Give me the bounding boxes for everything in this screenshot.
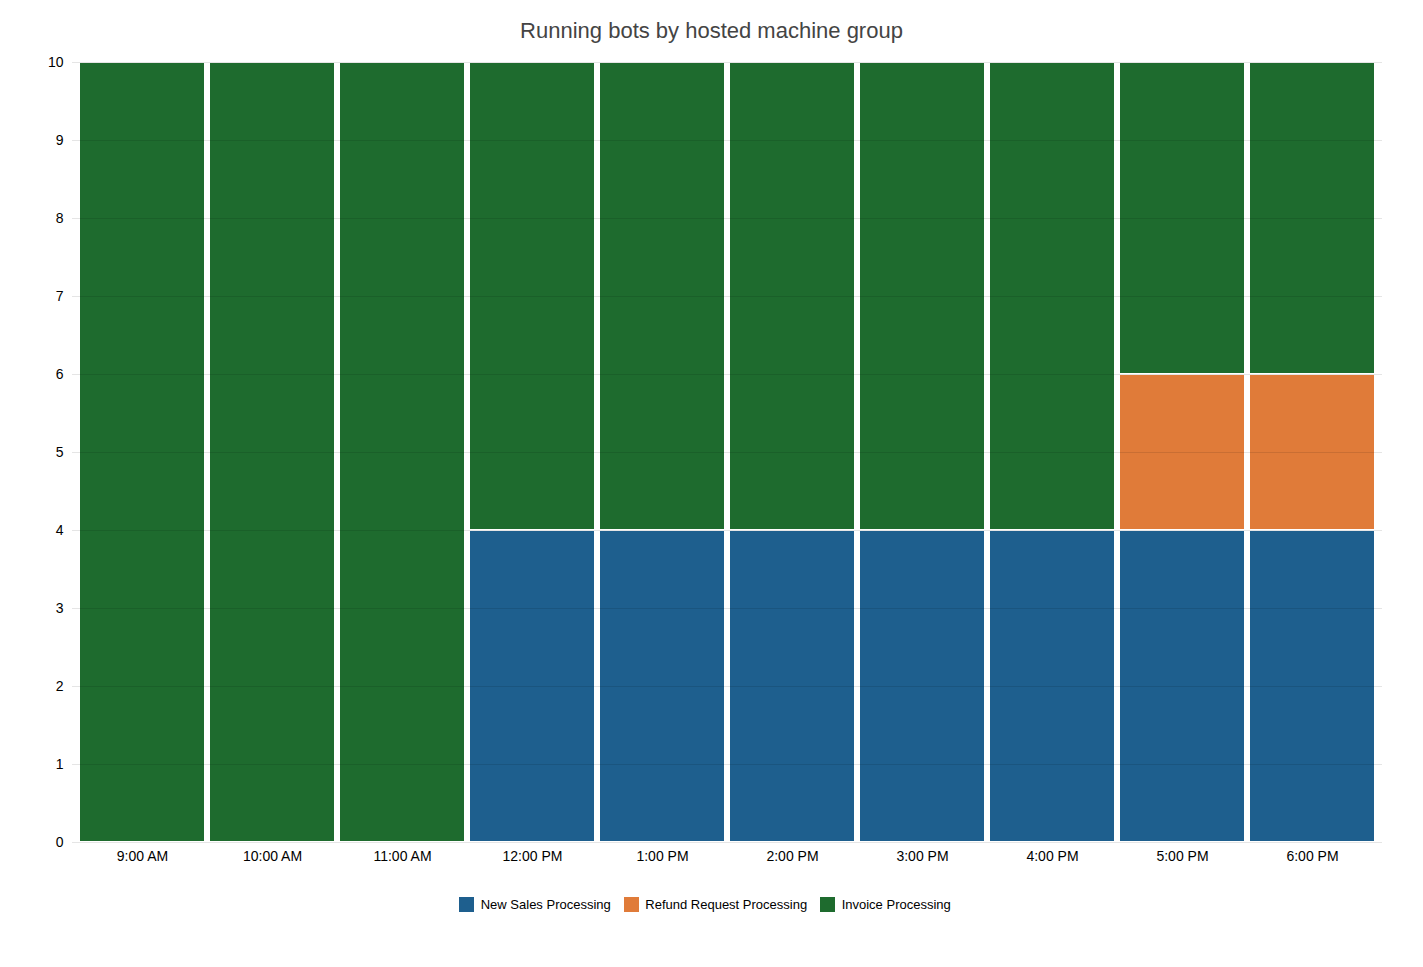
html-text:Refund Request Processing: Refund Request Processing xyxy=(645,897,808,912)
svg-text:11:00 AM: 11:00 AM xyxy=(373,848,431,864)
svg-text:6:00 PM: 6:00 PM xyxy=(1286,848,1338,864)
svg-text:9:00 AM: 9:00 AM xyxy=(116,848,167,864)
html-text:Running bots by hosted machine: Running bots by hosted machine group xyxy=(520,18,903,43)
svg-text:4: 4 xyxy=(55,522,63,538)
svg-text:7: 7 xyxy=(55,288,63,304)
svg-text:1:00 PM: 1:00 PM xyxy=(636,848,688,864)
svg-text:0: 0 xyxy=(55,834,63,850)
svg-text:6: 6 xyxy=(55,366,63,382)
svg-text:12:00 PM: 12:00 PM xyxy=(502,848,562,864)
svg-text:2:00 PM: 2:00 PM xyxy=(766,848,818,864)
svg-text:10: 10 xyxy=(47,54,63,70)
svg-text:9: 9 xyxy=(55,132,63,148)
html-text:New Sales Processing: New Sales Processing xyxy=(480,897,611,912)
html-text:Invoice Processing: Invoice Processing xyxy=(841,897,951,912)
svg-text:5: 5 xyxy=(55,444,63,460)
svg-text:3:00 PM: 3:00 PM xyxy=(896,848,948,864)
svg-text:10:00 AM: 10:00 AM xyxy=(242,848,301,864)
svg-text:8: 8 xyxy=(55,210,63,226)
svg-text:3: 3 xyxy=(55,600,63,616)
svg-text:4:00 PM: 4:00 PM xyxy=(1026,848,1078,864)
svg-text:1: 1 xyxy=(55,756,63,772)
svg-text:5:00 PM: 5:00 PM xyxy=(1156,848,1208,864)
svg-text:2: 2 xyxy=(55,678,63,694)
